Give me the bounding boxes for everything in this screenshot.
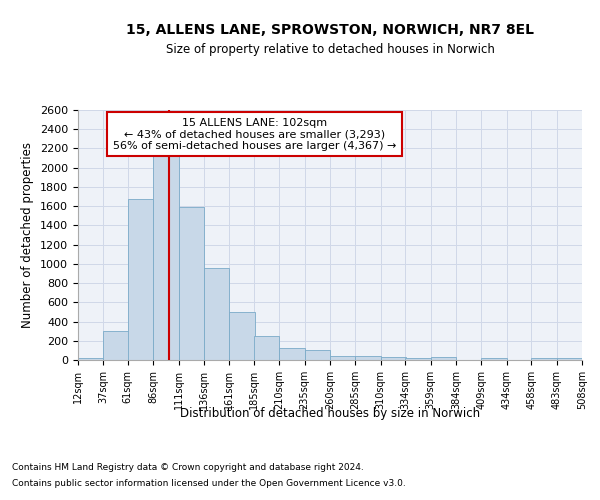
Text: Size of property relative to detached houses in Norwich: Size of property relative to detached ho… (166, 42, 494, 56)
Bar (531, 358, 557, 360)
Y-axis label: Number of detached properties: Number of detached properties (22, 142, 34, 328)
Bar (179, 207, 204, 360)
Text: Contains HM Land Registry data © Crown copyright and database right 2024.: Contains HM Land Registry data © Crown c… (12, 464, 364, 472)
Bar (153, 154, 179, 360)
Bar (128, 200, 153, 360)
Bar (103, 331, 129, 360)
Bar (355, 356, 381, 360)
Text: Distribution of detached houses by size in Norwich: Distribution of detached houses by size … (180, 408, 480, 420)
Bar (431, 357, 456, 360)
Text: Contains public sector information licensed under the Open Government Licence v3: Contains public sector information licen… (12, 478, 406, 488)
Bar (557, 358, 582, 360)
Bar (330, 356, 355, 360)
Text: 15 ALLENS LANE: 102sqm
← 43% of detached houses are smaller (3,293)
56% of semi-: 15 ALLENS LANE: 102sqm ← 43% of detached… (113, 118, 396, 150)
Bar (305, 350, 330, 360)
Bar (481, 358, 507, 360)
Bar (254, 336, 279, 360)
Text: 15, ALLENS LANE, SPROWSTON, NORWICH, NR7 8EL: 15, ALLENS LANE, SPROWSTON, NORWICH, NR7… (126, 22, 534, 36)
Bar (405, 358, 431, 360)
Bar (279, 348, 305, 360)
Bar (78, 358, 103, 360)
Bar (204, 268, 229, 360)
Bar (229, 312, 255, 360)
Bar (381, 356, 406, 360)
